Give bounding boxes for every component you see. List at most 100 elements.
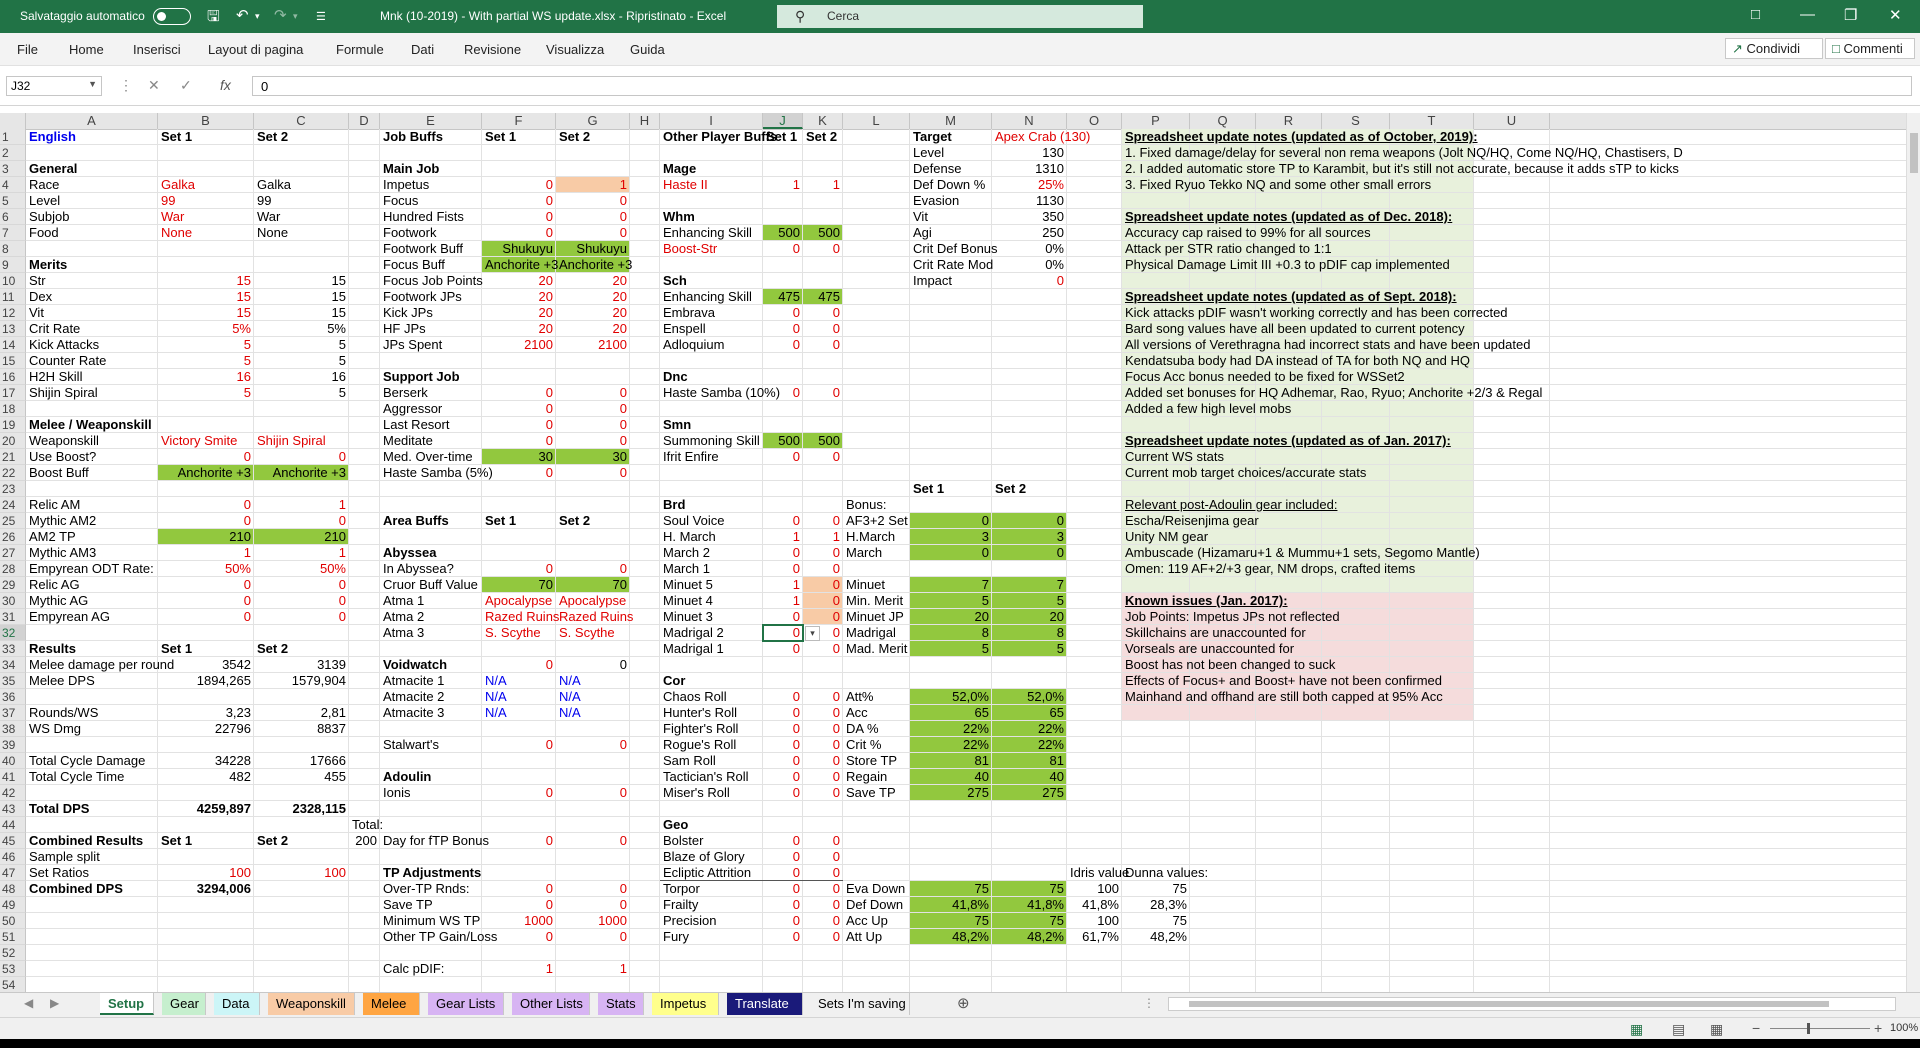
row-header-42[interactable]: 42 [0, 785, 26, 801]
cell-p14[interactable]: All versions of Verethragna had incorrec… [1125, 337, 1531, 352]
prev-sheet-icon[interactable]: ◀ [24, 996, 34, 1010]
cell-e35[interactable]: Atmacite 1 [383, 673, 445, 688]
cell-b21[interactable]: 0 [243, 449, 251, 464]
cell-g11[interactable]: 20 [612, 289, 627, 304]
cell-f5[interactable]: 0 [545, 193, 553, 208]
cell-i31[interactable]: Minuet 3 [663, 609, 713, 624]
row-header-24[interactable]: 24 [0, 497, 26, 513]
row-header-9[interactable]: 9 [0, 257, 26, 273]
cell-i4[interactable]: Haste II [663, 177, 708, 192]
cell-g21[interactable]: 30 [612, 449, 627, 464]
row-header-11[interactable]: 11 [0, 289, 26, 305]
cell-g8[interactable]: Shukuyu [576, 241, 627, 256]
cell-j37[interactable]: 0 [792, 705, 800, 720]
cell-b40[interactable]: 34228 [214, 753, 251, 768]
row-header-22[interactable]: 22 [0, 465, 26, 481]
zoom-level[interactable]: 100% [1890, 1022, 1919, 1034]
cell-i21[interactable]: Ifrit Enfire [663, 449, 719, 464]
cell-c34[interactable]: 3139 [317, 657, 346, 672]
cell-c33[interactable]: Set 2 [257, 641, 289, 656]
cell-c5[interactable]: 99 [257, 193, 272, 208]
cell-b5[interactable]: 99 [161, 193, 176, 208]
cell-d44[interactable]: Total: [352, 817, 384, 832]
row-header-14[interactable]: 14 [0, 337, 26, 353]
cell-b28[interactable]: 50% [224, 561, 251, 576]
cell-f9[interactable]: Anchorite +3 [485, 257, 559, 272]
cell-l26[interactable]: H.March [846, 529, 896, 544]
cell-l32[interactable]: Madrigal [846, 625, 896, 640]
row-header-28[interactable]: 28 [0, 561, 26, 577]
cell-a43[interactable]: Total DPS [29, 801, 90, 816]
cell-f13[interactable]: 20 [538, 321, 553, 336]
cell-e19[interactable]: Last Resort [383, 417, 450, 432]
cell-e5[interactable]: Focus [383, 193, 419, 208]
cell-c20[interactable]: Shijin Spiral [257, 433, 326, 448]
cell-e31[interactable]: Atma 2 [383, 609, 425, 624]
cell-m50[interactable]: 75 [974, 913, 989, 928]
cell-p35[interactable]: Effects of Focus+ and Boost+ have not be… [1122, 673, 1442, 689]
cell-g28[interactable]: 0 [619, 561, 627, 576]
cell-p11[interactable]: Spreadsheet update notes (updated as of … [1122, 289, 1457, 305]
cell-k25[interactable]: 0 [832, 513, 840, 528]
cell-c17[interactable]: 5 [338, 385, 346, 400]
cell-e39[interactable]: Stalwart's [383, 737, 439, 752]
cell-f31[interactable]: Razed Ruins [485, 609, 560, 624]
normal-view-icon[interactable]: ▦ [1630, 1021, 1644, 1037]
cell-i32[interactable]: Madrigal 2 [663, 625, 724, 640]
cell-e20[interactable]: Meditate [383, 433, 433, 448]
cell-j27[interactable]: 0 [792, 545, 800, 560]
menu-review[interactable]: Revisione [464, 42, 522, 57]
cell-n6[interactable]: 350 [1042, 209, 1064, 224]
cell-g1[interactable]: Set 2 [559, 129, 591, 144]
column-header-e[interactable]: E [380, 113, 482, 129]
cell-n48[interactable]: 75 [1049, 881, 1064, 896]
cell-k39[interactable]: 0 [832, 737, 840, 752]
row-header-18[interactable]: 18 [0, 401, 26, 417]
cell-g5[interactable]: 0 [619, 193, 627, 208]
cell-j48[interactable]: 0 [792, 881, 800, 896]
cell-e36[interactable]: Atmacite 2 [383, 689, 445, 704]
cell-e17[interactable]: Berserk [383, 385, 428, 400]
cell-n23[interactable]: Set 2 [995, 481, 1027, 496]
cell-e37[interactable]: Atmacite 3 [383, 705, 445, 720]
cell-a5[interactable]: Level [29, 193, 61, 208]
cell-j29[interactable]: 1 [792, 577, 800, 592]
cell-j45[interactable]: 0 [792, 833, 800, 848]
save-icon[interactable]: 🖫 [207, 8, 220, 25]
cell-m2[interactable]: Level [913, 145, 945, 160]
cell-f4[interactable]: 0 [545, 177, 553, 192]
cell-a46[interactable]: Sample split [29, 849, 100, 864]
horizontal-scrollbar[interactable] [1168, 997, 1896, 1011]
cell-b33[interactable]: Set 1 [161, 641, 193, 656]
cell-i40[interactable]: Sam Roll [663, 753, 716, 768]
cell-a27[interactable]: Mythic AM3 [29, 545, 97, 560]
cell-e29[interactable]: Cruor Buff Value [383, 577, 478, 592]
cell-k49[interactable]: 0 [832, 897, 840, 912]
cell-g51[interactable]: 0 [619, 929, 627, 944]
cell-i8[interactable]: Boost-Str [663, 241, 718, 256]
column-header-d[interactable]: D [349, 113, 380, 129]
cell-p24[interactable]: Relevant post-Adoulin gear included: [1122, 497, 1337, 513]
menu-page-layout[interactable]: Layout di pagina [208, 42, 304, 57]
cell-f53[interactable]: 1 [545, 961, 553, 976]
cell-b24[interactable]: 0 [243, 497, 251, 512]
cell-f17[interactable]: 0 [545, 385, 553, 400]
cell-j11[interactable]: 475 [778, 289, 800, 304]
cell-c35[interactable]: 1579,904 [291, 673, 346, 688]
cell-c40[interactable]: 17666 [309, 753, 346, 768]
row-header-51[interactable]: 51 [0, 929, 26, 945]
close-icon[interactable]: ✕ [1889, 7, 1902, 24]
cell-n1[interactable]: Apex Crab (130) [995, 129, 1091, 144]
cell-n50[interactable]: 75 [1049, 913, 1064, 928]
cell-f49[interactable]: 0 [545, 897, 553, 912]
cell-n10[interactable]: 0 [1056, 273, 1064, 288]
row-header-13[interactable]: 13 [0, 321, 26, 337]
next-sheet-icon[interactable]: ▶ [50, 996, 60, 1010]
row-header-31[interactable]: 31 [0, 609, 26, 625]
cell-j38[interactable]: 0 [792, 721, 800, 736]
row-header-36[interactable]: 36 [0, 689, 26, 705]
cell-a37[interactable]: Rounds/WS [29, 705, 99, 720]
cell-a29[interactable]: Relic AG [29, 577, 80, 592]
cell-n51[interactable]: 48,2% [1027, 929, 1064, 944]
cell-n41[interactable]: 40 [1049, 769, 1064, 784]
